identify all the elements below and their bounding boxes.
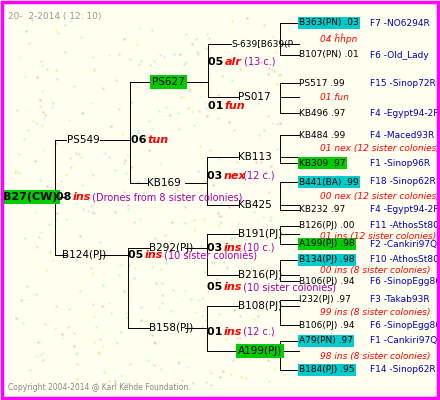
Text: (10 c.): (10 c.) [240,243,275,253]
Text: F15 -Sinop72R: F15 -Sinop72R [370,78,436,88]
Text: A199(PJ): A199(PJ) [238,346,282,356]
Text: B124(PJ): B124(PJ) [62,250,106,260]
Text: 03: 03 [207,171,226,181]
Text: 05: 05 [208,57,227,67]
Text: 98 ins (8 sister colonies): 98 ins (8 sister colonies) [320,352,430,360]
Text: 05: 05 [128,250,147,260]
Text: (Drones from 8 sister colonies): (Drones from 8 sister colonies) [89,192,242,202]
Text: 06: 06 [131,135,150,145]
Text: F10 -AthosSt80R: F10 -AthosSt80R [370,256,440,264]
Text: KB232 .97: KB232 .97 [299,206,345,214]
Text: F4 -Maced93R: F4 -Maced93R [370,130,434,140]
Text: F2 -Cankiri97Q: F2 -Cankiri97Q [370,240,437,248]
Text: B191(PJ): B191(PJ) [238,229,282,239]
Text: B134(PJ) .98: B134(PJ) .98 [299,256,355,264]
Text: PS517 .99: PS517 .99 [299,78,345,88]
Text: ins: ins [73,192,91,202]
Text: F7 -NO6294R: F7 -NO6294R [370,18,430,28]
Text: ins: ins [224,327,242,337]
Text: A199(PJ) .98: A199(PJ) .98 [299,240,355,248]
Text: KB113: KB113 [238,152,272,162]
Text: ins: ins [224,243,242,253]
Text: 08: 08 [56,192,75,202]
Text: fun: fun [224,101,245,111]
Text: ins: ins [144,250,163,260]
Text: B158(PJ): B158(PJ) [149,323,193,333]
Text: A79(PN) .97: A79(PN) .97 [299,336,353,346]
Text: 20-  2-2014 ( 12: 10): 20- 2-2014 ( 12: 10) [8,12,101,21]
Text: (13 c.): (13 c.) [241,57,275,67]
Text: 01: 01 [207,327,226,337]
Text: 05: 05 [207,282,226,292]
Text: F6 -SinopEgg86R: F6 -SinopEgg86R [370,320,440,330]
Text: B292(PJ): B292(PJ) [149,243,193,253]
Text: 99 ins (8 sister colonies): 99 ins (8 sister colonies) [320,308,430,316]
Text: 01 ins (12 sister colonies): 01 ins (12 sister colonies) [320,232,436,240]
Text: 00 ins (8 sister colonies): 00 ins (8 sister colonies) [320,266,430,274]
Text: F3 -Takab93R: F3 -Takab93R [370,296,429,304]
Text: F4 -Egypt94-2R: F4 -Egypt94-2R [370,108,440,118]
Text: Copyright 2004-2014 @ Karl Kehde Foundation.: Copyright 2004-2014 @ Karl Kehde Foundat… [8,383,191,392]
Text: alr: alr [224,57,242,67]
Text: B106(PJ) .94: B106(PJ) .94 [299,320,355,330]
Text: B216(PJ): B216(PJ) [238,270,282,280]
Text: KB496 .97: KB496 .97 [299,108,345,118]
Text: PS549: PS549 [67,135,100,145]
Text: KB425: KB425 [238,200,272,210]
Text: F1 -Cankiri97Q: F1 -Cankiri97Q [370,336,437,346]
Text: F6 -Old_Lady: F6 -Old_Lady [370,50,429,60]
Text: 01: 01 [208,101,227,111]
Text: S-639[B639(P: S-639[B639(P [231,40,293,48]
Text: B107(PN) .01: B107(PN) .01 [299,50,359,60]
Text: B363(PN) .03: B363(PN) .03 [299,18,359,28]
Text: B27(CW): B27(CW) [3,192,58,202]
Text: F6 -SinopEgg86R: F6 -SinopEgg86R [370,276,440,286]
Text: (10 sister colonies): (10 sister colonies) [161,250,257,260]
Text: 01 fun: 01 fun [320,94,349,102]
Text: 04 ĥĥpn: 04 ĥĥpn [320,34,357,44]
Text: B184(PJ) .95: B184(PJ) .95 [299,366,355,374]
Text: tun: tun [147,135,169,145]
Text: (10 sister colonies): (10 sister colonies) [240,282,336,292]
Text: 03: 03 [207,243,226,253]
Text: KB309 .97: KB309 .97 [299,158,345,168]
Text: B126(PJ) .00: B126(PJ) .00 [299,222,355,230]
Text: F11 -AthosSt80R: F11 -AthosSt80R [370,222,440,230]
Text: (12 c.): (12 c.) [240,171,275,181]
Text: F14 -Sinop62R: F14 -Sinop62R [370,366,436,374]
Text: F1 -Sinop96R: F1 -Sinop96R [370,158,430,168]
Text: B441(BA) .99: B441(BA) .99 [299,178,359,186]
Text: I232(PJ) .97: I232(PJ) .97 [299,296,351,304]
Text: F18 -Sinop62R: F18 -Sinop62R [370,178,436,186]
Text: 01 nex (12 sister colonies): 01 nex (12 sister colonies) [320,144,440,154]
Text: PS627: PS627 [152,77,185,87]
Text: F4 -Egypt94-2R: F4 -Egypt94-2R [370,206,440,214]
Text: 00 nex (12 sister colonies): 00 nex (12 sister colonies) [320,192,440,202]
Text: B106(PJ) .94: B106(PJ) .94 [299,276,355,286]
Text: PS017: PS017 [238,92,271,102]
Text: KB169: KB169 [147,178,181,188]
Text: nex: nex [224,171,246,181]
Text: (12 c.): (12 c.) [240,327,275,337]
Text: ins: ins [224,282,242,292]
Text: KB484 .99: KB484 .99 [299,130,345,140]
Text: B108(PJ): B108(PJ) [238,301,282,311]
